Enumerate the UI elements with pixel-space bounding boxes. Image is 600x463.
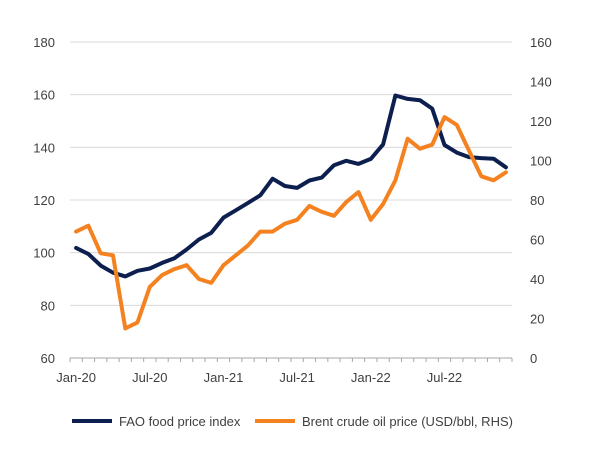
- y-left-tick-label: 60: [41, 351, 55, 366]
- x-tick-label: Jul-22: [427, 370, 462, 385]
- x-tick-label: Jan-22: [351, 370, 391, 385]
- x-tick-label: Jan-21: [204, 370, 244, 385]
- y-right-tick-label: 40: [530, 272, 544, 287]
- y-left-tick-label: 100: [33, 246, 55, 261]
- series-line-brent-crude-oil: [74, 115, 508, 331]
- y-left-tick-label: 180: [33, 35, 55, 50]
- y-right-tick-label: 120: [530, 114, 552, 129]
- series-line-fao-food-price-index: [74, 93, 508, 279]
- y-axis-right: 0 20 40 60 80 100 120 140 160: [530, 35, 552, 366]
- series-layer: [74, 93, 508, 331]
- y-left-tick-label: 120: [33, 193, 55, 208]
- y-right-tick-label: 100: [530, 154, 552, 169]
- x-tick-label: Jul-20: [132, 370, 167, 385]
- gridlines: [70, 41, 512, 306]
- legend: FAO food price index Brent crude oil pri…: [72, 414, 513, 429]
- y-axis-left: 60 80 100 120 140 160 180: [33, 35, 55, 366]
- y-right-tick-label: 160: [530, 35, 552, 50]
- x-tick-labels: Jan-20 Jul-20 Jan-21 Jul-21 Jan-22 Jul-22: [56, 370, 462, 385]
- x-tick-label: Jan-20: [56, 370, 96, 385]
- y-left-tick-label: 160: [33, 88, 55, 103]
- y-left-tick-label: 80: [41, 298, 55, 313]
- x-tick-label: Jul-21: [279, 370, 314, 385]
- y-left-tick-label: 140: [33, 140, 55, 155]
- y-right-tick-label: 20: [530, 312, 544, 327]
- legend-label-brent: Brent crude oil price (USD/bbl, RHS): [302, 414, 513, 429]
- legend-label-fao: FAO food price index: [119, 414, 241, 429]
- y-right-tick-label: 80: [530, 193, 544, 208]
- y-right-tick-label: 0: [530, 351, 537, 366]
- y-right-tick-label: 60: [530, 233, 544, 248]
- y-right-tick-label: 140: [530, 75, 552, 90]
- x-axis: [69, 357, 513, 362]
